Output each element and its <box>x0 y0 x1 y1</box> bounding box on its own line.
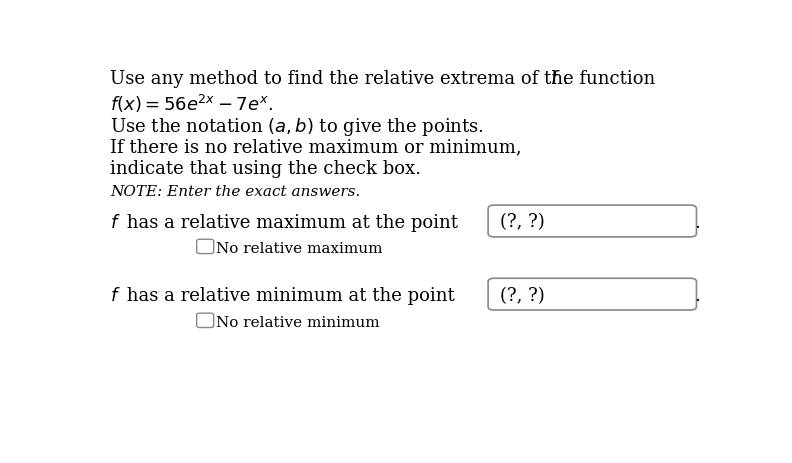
Text: .: . <box>694 213 700 231</box>
Text: Use any method to find the relative extrema of the function: Use any method to find the relative extr… <box>110 69 661 88</box>
Text: $f$: $f$ <box>110 213 120 231</box>
Text: indicate that using the check box.: indicate that using the check box. <box>110 160 421 178</box>
Text: has a relative minimum at the point: has a relative minimum at the point <box>121 286 455 304</box>
Text: .: . <box>694 286 700 304</box>
Text: has a relative maximum at the point: has a relative maximum at the point <box>121 213 458 231</box>
FancyBboxPatch shape <box>196 313 214 328</box>
Text: (?, ?): (?, ?) <box>501 213 545 231</box>
Text: No relative maximum: No relative maximum <box>215 242 382 256</box>
Text: $f$: $f$ <box>550 69 561 88</box>
FancyBboxPatch shape <box>488 279 696 310</box>
Text: No relative minimum: No relative minimum <box>215 315 379 329</box>
FancyBboxPatch shape <box>196 240 214 254</box>
Text: $f$: $f$ <box>110 286 120 304</box>
Text: If there is no relative maximum or minimum,: If there is no relative maximum or minim… <box>110 138 522 156</box>
Text: Use the notation $(a, b)$ to give the points.: Use the notation $(a, b)$ to give the po… <box>110 115 484 138</box>
FancyBboxPatch shape <box>488 206 696 238</box>
Text: (?, ?): (?, ?) <box>501 286 545 304</box>
Text: NOTE: Enter the exact answers.: NOTE: Enter the exact answers. <box>110 185 360 199</box>
Text: $f(x) = 56e^{2x} - 7e^{x}.$: $f(x) = 56e^{2x} - 7e^{x}.$ <box>110 93 273 114</box>
Text: .: . <box>562 69 569 88</box>
